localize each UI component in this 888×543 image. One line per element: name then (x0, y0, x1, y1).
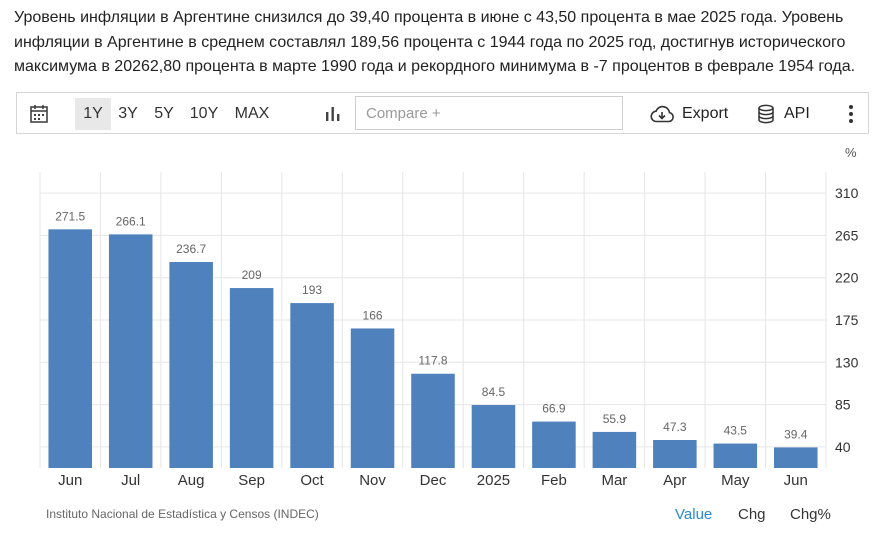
data-label: 84.5 (482, 385, 506, 399)
range-button-1y[interactable]: 1Y (75, 98, 111, 130)
bar (471, 405, 516, 468)
x-tick-label: Jun (58, 472, 82, 489)
y-axis-unit: % (845, 145, 857, 160)
data-label: 266.1 (116, 214, 146, 228)
x-tick-label: Oct (300, 472, 324, 489)
data-label: 117.8 (418, 354, 447, 368)
bar (350, 328, 395, 468)
tab-chg-percent[interactable]: Chg% (790, 506, 831, 523)
y-tick-label: 175 (835, 312, 859, 328)
y-tick-label: 85 (835, 397, 851, 413)
bar (774, 447, 818, 468)
bar (532, 421, 576, 468)
x-tick-label: 2025 (477, 472, 510, 489)
vertical-dots-icon[interactable] (841, 102, 861, 126)
range-button-3y[interactable]: 3Y (118, 105, 138, 122)
data-label: 236.7 (176, 242, 206, 256)
bar (108, 234, 153, 468)
tab-chg[interactable]: Chg (738, 506, 766, 523)
source-label: Instituto Nacional de Estadística y Cens… (46, 507, 319, 521)
bar (290, 303, 334, 468)
data-label: 166 (363, 308, 383, 322)
data-label: 66.9 (542, 402, 566, 416)
x-tick-label: Nov (359, 472, 386, 489)
cloud-download-icon (650, 105, 674, 123)
x-tick-label: Dec (420, 472, 447, 489)
data-label: 39.4 (784, 427, 808, 441)
x-tick-label: Feb (541, 472, 567, 489)
api-label: API (784, 105, 810, 122)
y-tick-label: 265 (835, 227, 859, 243)
chart-area: % 40 85 130 175 220 265 310 271.5 Jun 266.1 Jul 236… (16, 134, 869, 543)
chart-toolbar: 1Y 3Y 5Y 10Y MAX Export API (16, 92, 869, 134)
range-button-max[interactable]: MAX (234, 105, 270, 122)
x-tick-label: Jun (784, 472, 808, 489)
bar (653, 439, 697, 468)
x-tick-label: May (721, 472, 750, 489)
chart-description: Уровень инфляции в Аргентине снизился до… (14, 9, 856, 75)
export-label: Export (682, 105, 729, 122)
range-button-10y[interactable]: 10Y (189, 105, 219, 122)
y-tick-label: 130 (835, 354, 859, 370)
bar (713, 443, 758, 468)
y-tick-label: 40 (835, 439, 851, 455)
data-label: 209 (242, 268, 262, 282)
y-tick-label: 220 (835, 270, 859, 286)
bar (411, 373, 455, 468)
x-tick-label: Jul (121, 472, 140, 489)
calendar-icon[interactable] (29, 104, 49, 124)
x-tick-label: Sep (238, 472, 265, 489)
x-tick-label: Mar (601, 472, 627, 489)
data-label: 271.5 (55, 209, 85, 223)
y-tick-label: 310 (835, 185, 859, 201)
x-tick-label: Aug (178, 472, 205, 489)
data-label: 47.3 (663, 420, 687, 434)
x-tick-label: Apr (663, 472, 686, 489)
data-label: 193 (302, 283, 322, 297)
range-button-5y[interactable]: 5Y (154, 105, 174, 122)
database-icon (758, 104, 774, 124)
bar (592, 431, 637, 468)
tab-value[interactable]: Value (675, 506, 713, 523)
bar (229, 288, 274, 468)
data-label: 55.9 (603, 412, 627, 426)
compare-input[interactable] (355, 96, 623, 130)
data-label: 43.5 (724, 424, 748, 438)
inflation-bar-chart: 40 85 130 175 220 265 310 271.5 Jun 266.1 Jul 236.7… (39, 172, 859, 489)
bar-chart-icon[interactable] (323, 104, 343, 124)
bar (169, 262, 213, 468)
bar (48, 229, 92, 468)
